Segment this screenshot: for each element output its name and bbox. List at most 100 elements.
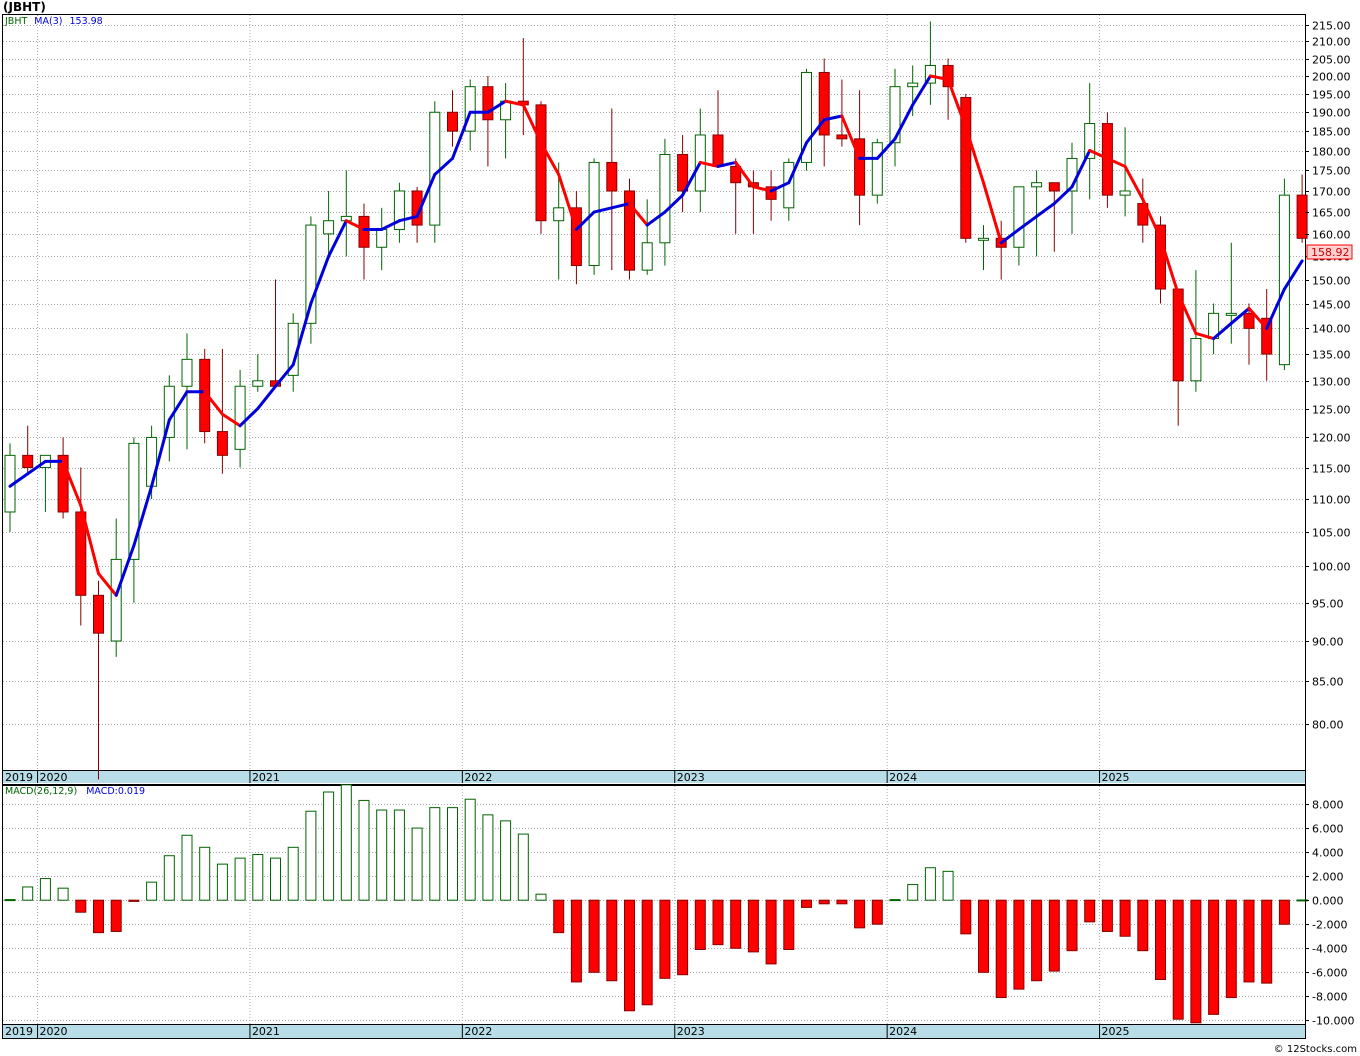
macd-bar <box>447 807 458 901</box>
macd-bar <box>358 799 370 901</box>
ma-segment <box>574 210 596 231</box>
macd-bar <box>871 899 883 925</box>
macd-bar <box>624 899 635 1012</box>
candle-body <box>482 86 494 121</box>
price-tick-label: 95.00 <box>1312 598 1344 611</box>
candle-body <box>464 86 476 132</box>
candle-body <box>234 385 246 450</box>
ma-segment <box>663 193 685 214</box>
price-panel-frame <box>2 14 1306 785</box>
price-tick-label: 105.00 <box>1312 527 1351 540</box>
macd-bar <box>1048 899 1060 972</box>
footer-credit: © 12Stocks.com <box>1273 1044 1357 1055</box>
price-tick-label: 100.00 <box>1312 561 1351 574</box>
ma-segment <box>504 99 525 107</box>
price-tick-label: 195.00 <box>1312 89 1351 102</box>
year-label: 2024 <box>889 771 917 784</box>
ma-segment <box>840 114 862 160</box>
macd-tick-label: 0.000 <box>1312 895 1344 908</box>
ma-segment <box>114 544 136 597</box>
macd-bar <box>1119 899 1131 937</box>
year-label: 2019 <box>5 1025 33 1038</box>
macd-bar <box>765 899 777 965</box>
macd-bar <box>641 899 653 1006</box>
price-tick-label: 85.00 <box>1312 676 1344 689</box>
ma-segment <box>928 74 950 82</box>
candle-body <box>323 220 335 235</box>
ma-segment <box>645 210 667 227</box>
year-labels: 2019 2019 2020 2020 2021 2021 2022 2022 2023 2023… <box>5 770 1130 1038</box>
macd-bar <box>75 899 87 913</box>
last-price-tag: 158.92 <box>1311 246 1350 259</box>
price-tick-label: 165.00 <box>1312 207 1351 220</box>
ma-segment <box>451 110 472 160</box>
year-label: 2025 <box>1102 1025 1130 1038</box>
candle-body <box>730 165 742 184</box>
ma-segment <box>256 384 277 411</box>
macd-bar <box>482 814 494 901</box>
price-tick-label: 215.00 <box>1312 20 1351 33</box>
year-label: 2025 <box>1102 771 1130 784</box>
candle-body <box>801 71 812 163</box>
macd-bar <box>1084 899 1096 923</box>
macd-bar <box>181 834 193 901</box>
price-tick-label: 120.00 <box>1312 432 1351 445</box>
candle-body <box>110 558 122 642</box>
macd-bar <box>907 884 919 901</box>
macd-tick-label: -10.000 <box>1312 1015 1354 1028</box>
macd-bar <box>818 899 830 905</box>
candle-body <box>1119 190 1131 196</box>
macd-bar <box>57 887 69 901</box>
ma-segment <box>1105 156 1127 168</box>
macd-bar <box>340 784 352 901</box>
macd-bar <box>1031 899 1043 982</box>
ma-segment <box>769 181 791 193</box>
ma-segment <box>274 363 295 388</box>
candle-body <box>624 190 635 271</box>
year-label: 2020 <box>40 771 68 784</box>
price-tick-label: 130.00 <box>1312 376 1351 389</box>
last-price-tag-box <box>1306 244 1353 260</box>
macd-tick-label: 6.000 <box>1312 823 1344 836</box>
macd-bar <box>747 899 759 953</box>
candle-body <box>907 82 919 88</box>
macd-bar <box>411 827 423 901</box>
price-tick-label: 150.00 <box>1312 275 1351 288</box>
candle-body <box>924 64 936 84</box>
price-tick-label: 160.00 <box>1312 229 1351 242</box>
ma-segment <box>539 141 561 177</box>
ma-segment <box>1052 185 1074 206</box>
macd-bar <box>801 899 812 908</box>
ma-segment <box>486 99 508 114</box>
macd-bar <box>234 857 246 901</box>
macd-bar <box>570 899 582 983</box>
ma-segment <box>26 459 47 476</box>
ma-segment <box>344 219 366 231</box>
year-label: 2023 <box>677 1025 705 1038</box>
ma-segment <box>150 418 171 488</box>
price-tick-label: 115.00 <box>1312 463 1351 476</box>
ma-segment <box>291 302 313 367</box>
macd-bar <box>1137 899 1149 952</box>
macd-legend-label: MACD(26,12,9) <box>5 786 78 797</box>
ma-segment <box>1194 331 1216 341</box>
price-tick-label: 210.00 <box>1312 36 1351 49</box>
macd-bar <box>1155 899 1166 981</box>
macd-bar <box>517 833 529 901</box>
ma-segment <box>309 254 331 306</box>
candle-body <box>1084 123 1096 159</box>
price-year-band <box>3 770 1305 783</box>
macd-bar <box>1243 899 1255 983</box>
macd-tick-label: -6.000 <box>1312 967 1347 980</box>
year-label: 2022 <box>464 771 492 784</box>
macd-bar <box>836 899 848 905</box>
macd-bar <box>942 870 954 901</box>
candle-body <box>181 358 193 387</box>
ma-segment <box>397 214 419 223</box>
macd-bar <box>1278 899 1290 925</box>
price-tick-label: 80.00 <box>1312 719 1344 732</box>
ma-segment <box>1123 164 1145 201</box>
macd-bar <box>305 810 317 901</box>
macd-bar <box>588 899 600 973</box>
ma-segment <box>964 125 985 185</box>
